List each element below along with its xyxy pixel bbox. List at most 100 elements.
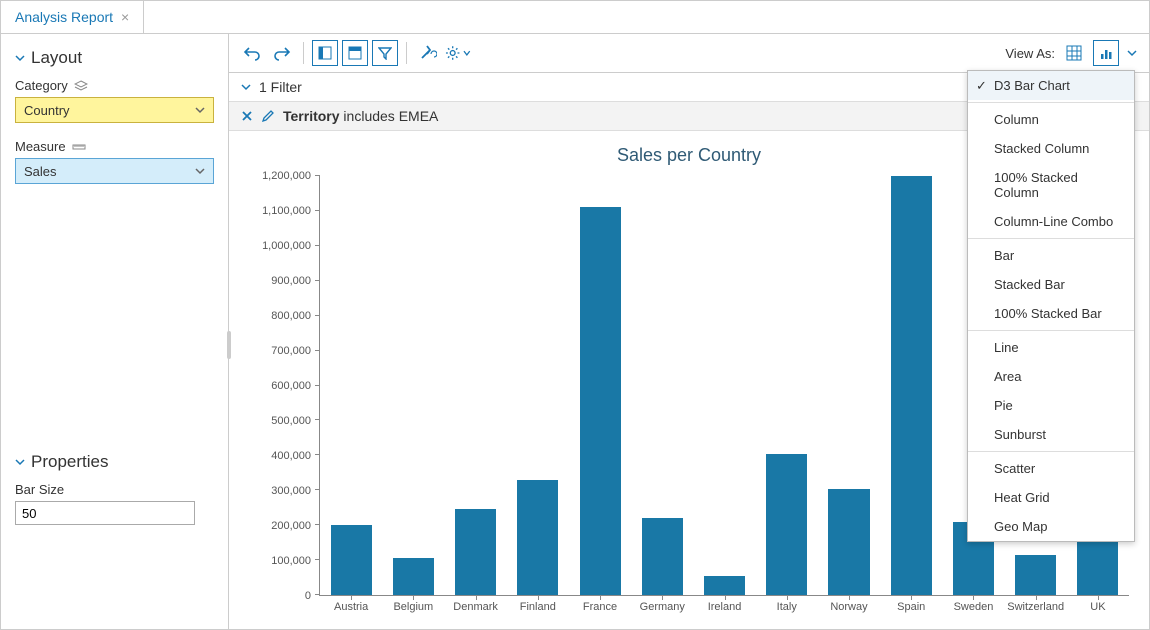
chart-type-option[interactable]: Sunburst (968, 420, 1134, 449)
bar[interactable] (704, 576, 745, 595)
chart-type-option[interactable]: 100% Stacked Bar (968, 299, 1134, 328)
chart-type-option[interactable]: Heat Grid (968, 483, 1134, 512)
sidebar: Layout Category Country Measure (1, 34, 229, 629)
chart-type-option[interactable]: Column-Line Combo (968, 207, 1134, 236)
layout-title: Layout (31, 48, 82, 68)
view-table-button[interactable] (1061, 40, 1087, 66)
y-axis: 0100,000200,000300,000400,000500,000600,… (249, 176, 319, 596)
resize-handle[interactable] (227, 331, 231, 359)
x-tick-label: Sweden (954, 601, 994, 613)
x-tick-label: UK (1090, 601, 1105, 613)
chevron-down-icon (195, 105, 205, 115)
layout-panel-button[interactable] (312, 40, 338, 66)
close-icon[interactable]: × (121, 9, 129, 25)
y-tick-label: 600,000 (271, 380, 311, 392)
tab-title: Analysis Report (15, 9, 113, 25)
filter-field: Territory (283, 108, 340, 124)
y-tick-label: 1,200,000 (262, 170, 311, 182)
chart-type-option[interactable]: D3 Bar Chart (968, 71, 1134, 100)
bar[interactable] (455, 509, 496, 595)
chart-type-option[interactable]: Column (968, 105, 1134, 134)
layout-section-header[interactable]: Layout (15, 48, 214, 68)
app-window: Analysis Report × Layout Category Countr… (0, 0, 1150, 630)
measure-label: Measure (15, 139, 66, 154)
edit-filter-button[interactable] (261, 109, 275, 123)
tab-analysis-report[interactable]: Analysis Report × (1, 1, 144, 33)
bar[interactable] (580, 207, 621, 595)
content-area: View As: 1 Filter (229, 34, 1149, 629)
y-tick-label: 900,000 (271, 275, 311, 287)
bar[interactable] (891, 176, 932, 595)
chart-type-option[interactable]: Scatter (968, 454, 1134, 483)
remove-filter-button[interactable] (241, 110, 253, 122)
layers-icon (74, 80, 88, 92)
y-tick-label: 1,000,000 (262, 240, 311, 252)
bar[interactable] (1015, 555, 1056, 595)
bar[interactable] (331, 525, 372, 595)
measure-select[interactable]: Sales (15, 158, 214, 184)
bar-slot: Belgium (382, 176, 444, 595)
chart-type-option[interactable]: Pie (968, 391, 1134, 420)
settings-button[interactable] (445, 40, 471, 66)
x-tick-label: Belgium (393, 601, 433, 613)
filter-count: 1 Filter (259, 79, 302, 95)
bar[interactable] (828, 489, 869, 595)
category-value: Country (24, 103, 70, 118)
undo-button[interactable] (239, 40, 265, 66)
chart-type-option[interactable]: Stacked Column (968, 134, 1134, 163)
y-tick-label: 800,000 (271, 310, 311, 322)
layout-header-button[interactable] (342, 40, 368, 66)
toolbar: View As: (229, 34, 1149, 73)
bar-slot: Norway (818, 176, 880, 595)
x-tick-label: Italy (777, 601, 797, 613)
x-tick-label: Germany (640, 601, 685, 613)
chart-type-option[interactable]: Geo Map (968, 512, 1134, 541)
filter-rest: includes EMEA (340, 108, 439, 124)
bar-slot: Finland (507, 176, 569, 595)
bar[interactable] (766, 454, 807, 595)
x-tick-label: France (583, 601, 617, 613)
bar-slot: Austria (320, 176, 382, 595)
bar[interactable] (393, 558, 434, 595)
x-tick-label: Ireland (708, 601, 742, 613)
bar-slot: Italy (756, 176, 818, 595)
chart-type-option[interactable]: 100% Stacked Column (968, 163, 1134, 207)
measure-value: Sales (24, 164, 57, 179)
chevron-down-icon (241, 82, 251, 92)
x-tick-label: Spain (897, 601, 925, 613)
chevron-down-icon (195, 166, 205, 176)
bar-slot: Denmark (444, 176, 506, 595)
redo-button[interactable] (269, 40, 295, 66)
view-chart-menu-button[interactable] (1125, 40, 1139, 66)
view-chart-button[interactable] (1093, 40, 1119, 66)
x-tick-label: Switzerland (1007, 601, 1064, 613)
filter-button[interactable] (372, 40, 398, 66)
category-select[interactable]: Country (15, 97, 214, 123)
chart-type-option[interactable]: Stacked Bar (968, 270, 1134, 299)
measure-label-row: Measure (15, 139, 214, 154)
y-tick-label: 0 (305, 590, 311, 602)
y-tick-label: 500,000 (271, 415, 311, 427)
view-as-group: View As: (1005, 40, 1139, 66)
x-tick-label: Finland (520, 601, 556, 613)
x-tick-label: Norway (830, 601, 867, 613)
view-as-label: View As: (1005, 46, 1055, 61)
y-tick-label: 300,000 (271, 485, 311, 497)
category-label-row: Category (15, 78, 214, 93)
tab-bar: Analysis Report × (1, 1, 1149, 34)
bar[interactable] (642, 518, 683, 595)
refresh-button[interactable] (415, 40, 441, 66)
chart-type-option[interactable]: Line (968, 333, 1134, 362)
x-tick-label: Austria (334, 601, 368, 613)
main: Layout Category Country Measure (1, 34, 1149, 629)
x-tick-label: Denmark (453, 601, 498, 613)
bar-slot: Germany (631, 176, 693, 595)
bar-slot: Ireland (693, 176, 755, 595)
bar-slot: France (569, 176, 631, 595)
bar-slot: Spain (880, 176, 942, 595)
chart-type-option[interactable]: Bar (968, 241, 1134, 270)
properties-section-header[interactable]: Properties (15, 452, 214, 472)
bar-size-input[interactable] (15, 501, 195, 525)
chart-type-option[interactable]: Area (968, 362, 1134, 391)
bar[interactable] (517, 480, 558, 595)
